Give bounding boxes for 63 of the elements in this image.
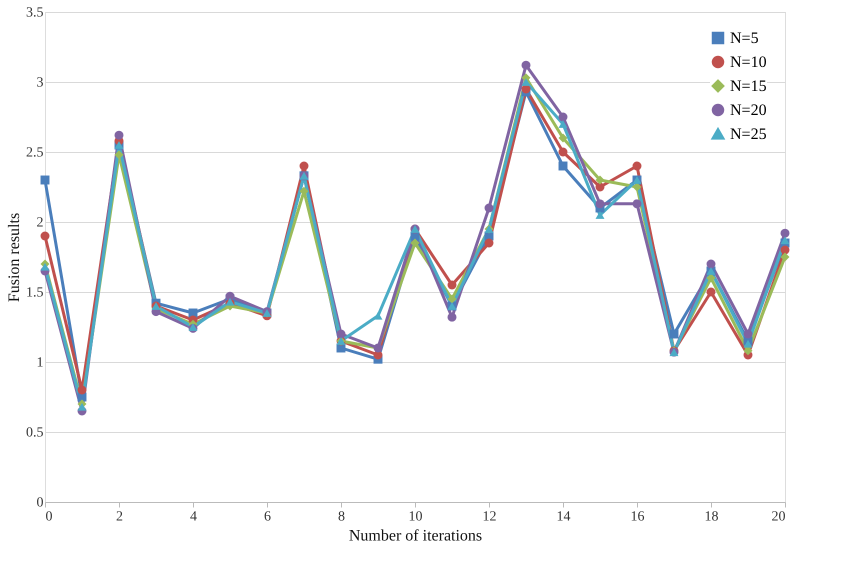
x-tick-label: 6: [264, 510, 271, 524]
legend-label: N=10: [730, 54, 767, 71]
y-tick-label: 1: [36, 356, 44, 370]
point: [670, 330, 678, 338]
point: [484, 204, 494, 212]
legend-label: N=5: [730, 30, 759, 47]
point: [744, 340, 752, 348]
point: [780, 228, 790, 238]
point: [632, 162, 642, 170]
point: [410, 238, 420, 248]
legend-label: N=15: [730, 78, 767, 95]
point: [78, 386, 86, 394]
y-tick-label: 2.5: [26, 146, 44, 160]
point: [558, 120, 568, 128]
x-tick-label: 12: [482, 510, 496, 524]
point: [596, 199, 604, 208]
point: [780, 236, 790, 244]
point: [558, 112, 568, 122]
point: [374, 312, 382, 320]
point: [78, 402, 86, 411]
point: [448, 280, 456, 290]
point: [484, 238, 494, 248]
point: [448, 312, 456, 322]
point: [40, 232, 50, 240]
point: [40, 176, 50, 184]
x-tick-label: 20: [772, 510, 786, 524]
point: [780, 246, 790, 254]
point: [226, 292, 234, 301]
point: [558, 134, 568, 142]
x-tick-label: 14: [556, 510, 570, 524]
point: [114, 130, 124, 140]
point: [558, 162, 568, 170]
y-tick-label: 0: [36, 496, 44, 510]
y-tick-label: 1.5: [26, 286, 44, 300]
x-axis-title: Number of iterations: [348, 528, 482, 544]
point: [336, 330, 346, 338]
point: [596, 182, 604, 192]
point: [300, 162, 308, 170]
point: [780, 252, 790, 262]
legend-label: N=25: [730, 126, 767, 143]
x-tick-label: 18: [704, 510, 718, 524]
point: [706, 288, 716, 296]
x-tick-label: 10: [408, 510, 422, 524]
x-tick-label: 2: [116, 510, 123, 524]
point: [744, 330, 752, 338]
point: [596, 176, 604, 184]
point: [596, 211, 604, 219]
y-tick-label: 3.5: [26, 6, 44, 20]
point: [522, 60, 530, 70]
y-axis-title: Fusion results: [6, 212, 23, 302]
y-tick-label: 0.5: [26, 426, 44, 440]
legend-label: N=20: [730, 102, 767, 119]
point: [114, 150, 124, 160]
x-tick-label: 8: [338, 510, 345, 524]
point: [522, 78, 530, 86]
x-tick-label: 4: [190, 510, 197, 524]
point: [632, 199, 642, 208]
point: [706, 260, 716, 268]
point: [558, 148, 568, 156]
y-tick-label: 3: [36, 76, 44, 90]
point: [40, 262, 50, 271]
x-tick-label: 16: [630, 510, 644, 524]
y-tick-label: 2: [36, 216, 44, 230]
